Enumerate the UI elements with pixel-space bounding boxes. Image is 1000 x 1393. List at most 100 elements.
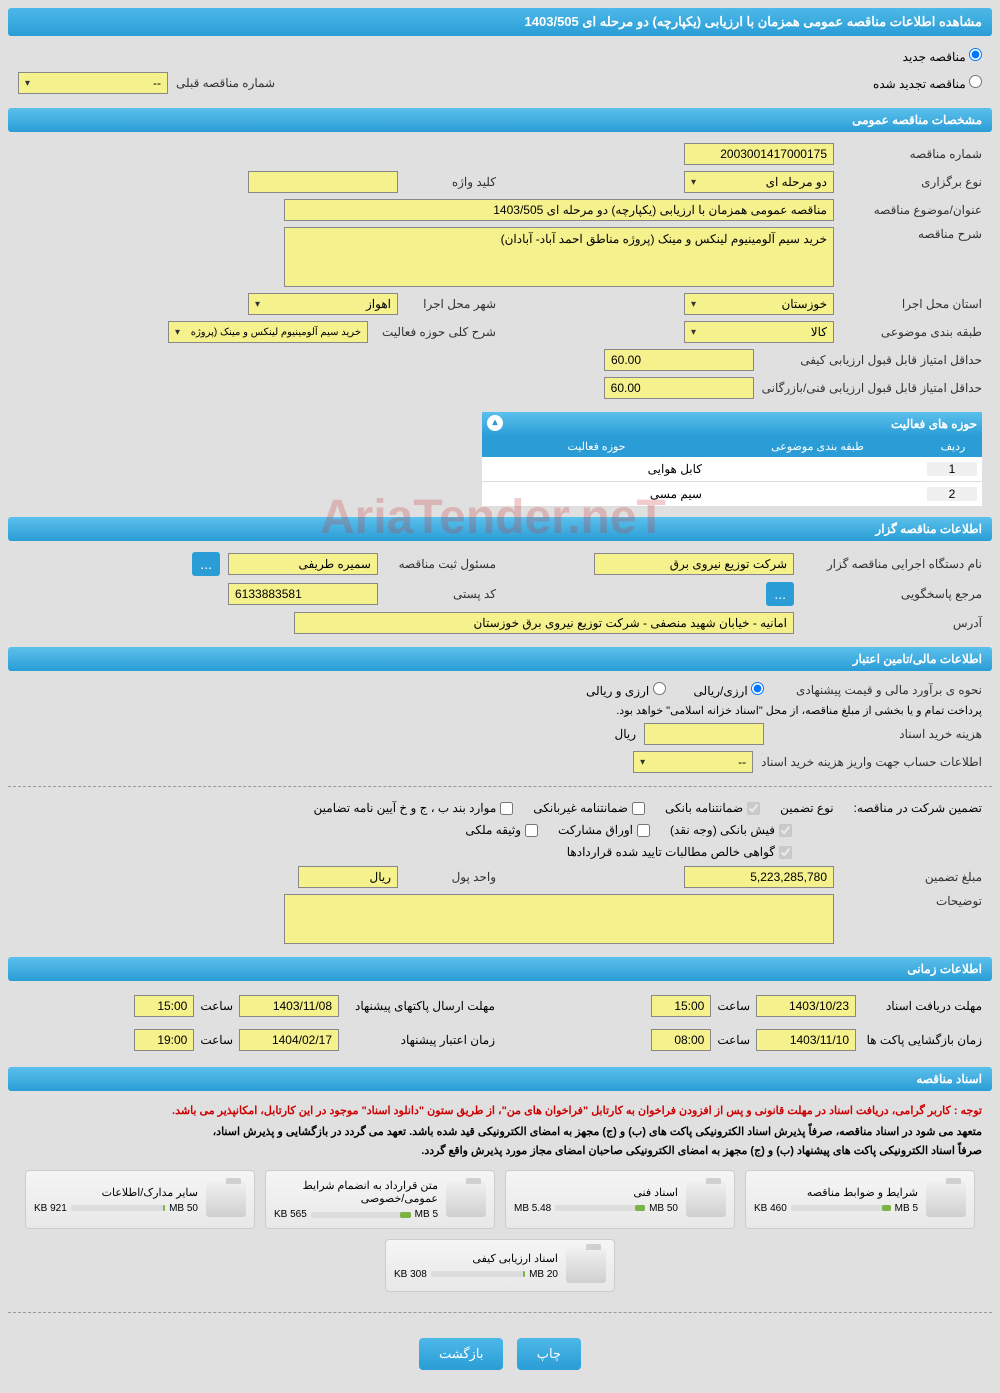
print-button[interactable]: چاپ (517, 1338, 581, 1370)
open-time-field: 08:00 (651, 1029, 711, 1051)
chk-bank-guarantee[interactable]: ضمانتنامه بانکی (665, 801, 760, 815)
receive-time-field: 15:00 (651, 995, 711, 1017)
more-button[interactable]: ... (192, 552, 220, 576)
send-deadline-label: مهلت ارسال پاکتهای پیشنهاد (345, 999, 495, 1013)
doc-max: 50 MB (169, 1203, 198, 1214)
chk-regulation[interactable]: موارد بند ب ، ج و خ آیین نامه تضامین (314, 801, 514, 815)
time-label: ساعت (200, 999, 233, 1013)
province-label: استان محل اجرا (842, 297, 982, 311)
subject-field: مناقصه عمومی همزمان با ارزیابی (یکپارچه)… (284, 199, 834, 221)
unit-label: واحد پول (406, 870, 496, 884)
doc-card[interactable]: متن قرارداد به انضمام شرایط عمومی/خصوصی … (265, 1170, 495, 1229)
amount-field: 5,223,285,780 (684, 866, 834, 888)
activity-desc-select[interactable]: خرید سیم آلومینیوم لینکس و مینک (پروژه▾ (168, 321, 368, 343)
prev-number-select[interactable]: --▾ (18, 72, 168, 94)
address-field: امانیه - خیابان شهید منصفی - شرکت توزیع … (294, 612, 794, 634)
radio-rial[interactable]: ارزی/ریالی (694, 682, 764, 698)
note-2: متعهد می شود در اسناد مناقصه، صرفاً پذیر… (8, 1122, 992, 1141)
activity-desc-label: شرح کلی حوزه فعالیت (376, 325, 496, 339)
doc-card[interactable]: سایر مدارک/اطلاعات 50 MB 921 KB (25, 1170, 255, 1229)
open-label: زمان بازگشایی پاکت ها (862, 1033, 982, 1047)
notes-label: توضیحات (842, 894, 982, 908)
guarantee-type-label: نوع تضمین (780, 801, 833, 815)
category-select[interactable]: کالا▾ (684, 321, 834, 343)
chevron-down-icon: ▾ (691, 327, 696, 338)
account-label: اطلاعات حساب جهت واریز هزینه خرید اسناد (761, 755, 982, 769)
time-label: ساعت (717, 1033, 750, 1047)
folder-icon (206, 1182, 246, 1217)
response-ref-label: مرجع پاسخگویی (802, 587, 982, 601)
amount-label: مبلغ تضمین (842, 870, 982, 884)
validity-label: زمان اعتبار پیشنهاد (345, 1033, 495, 1047)
doc-card[interactable]: اسناد فنی 50 MB 5.48 MB (505, 1170, 735, 1229)
radio-new-tender[interactable]: مناقصه جدید (903, 50, 982, 64)
radio-renewed-tender[interactable]: مناقصه تجدید شده (873, 75, 982, 91)
doc-max: 20 MB (529, 1269, 558, 1280)
time-label: ساعت (717, 999, 750, 1013)
col-cat-header: طبقه بندی موضوعی (707, 440, 928, 453)
city-select[interactable]: اهواز▾ (248, 293, 398, 315)
note-1: توجه : کاربر گرامی، دریافت اسناد در مهلت… (8, 1099, 992, 1122)
doc-cost-field[interactable] (644, 723, 764, 745)
section-general: مشخصات مناقصه عمومی (8, 108, 992, 132)
section-documents: اسناد مناقصه (8, 1067, 992, 1091)
doc-size: 921 KB (34, 1203, 67, 1214)
chk-nonbank-guarantee[interactable]: ضمانتنامه غیربانکی (533, 801, 645, 815)
responsible-field: سمیره طریفی (228, 553, 378, 575)
divider (8, 1312, 992, 1313)
min-quality-field: 60.00 (604, 349, 754, 371)
keyword-label: کلید واژه (406, 175, 496, 189)
org-name-label: نام دستگاه اجرایی مناقصه گزار (802, 557, 982, 571)
back-button[interactable]: بازگشت (419, 1338, 503, 1370)
postal-field: 6133883581 (228, 583, 378, 605)
chevron-down-icon: ▾ (691, 299, 696, 310)
city-label: شهر محل اجرا (406, 297, 496, 311)
divider (8, 786, 992, 787)
min-tech-field: 60.00 (604, 377, 754, 399)
chevron-down-icon: ▾ (255, 299, 260, 310)
account-select[interactable]: --▾ (633, 751, 753, 773)
open-date-field: 1403/11/10 (756, 1029, 856, 1051)
send-date-field: 1403/11/08 (239, 995, 339, 1017)
doc-max: 50 MB (649, 1203, 678, 1214)
folder-icon (446, 1182, 486, 1217)
progress-bar (311, 1212, 411, 1218)
doc-cost-label: هزینه خرید اسناد (772, 727, 982, 741)
radio-both[interactable]: ارزی و ریالی (586, 682, 666, 698)
holding-type-label: نوع برگزاری (842, 175, 982, 189)
collapse-icon[interactable]: ▴ (487, 415, 503, 431)
section-financial: اطلاعات مالی/تامین اعتبار (8, 647, 992, 671)
min-quality-label: حداقل امتیاز قابل قبول ارزیابی کیفی (762, 353, 982, 367)
doc-card[interactable]: شرایط و ضوابط مناقصه 5 MB 460 KB (745, 1170, 975, 1229)
chk-bank-receipt[interactable]: فیش بانکی (وجه نقد) (670, 823, 792, 837)
doc-cost-unit: ریال (614, 727, 636, 741)
responsible-label: مسئول ثبت مناقصه (386, 557, 496, 571)
org-name-field: شرکت توزیع نیروی برق (594, 553, 794, 575)
progress-bar (431, 1271, 525, 1277)
holding-type-select[interactable]: دو مرحله ای▾ (684, 171, 834, 193)
doc-title: اسناد ارزیابی کیفی (394, 1252, 558, 1265)
postal-label: کد پستی (386, 587, 496, 601)
doc-card[interactable]: اسناد ارزیابی کیفی 20 MB 308 KB (385, 1239, 615, 1292)
chevron-down-icon: ▾ (25, 78, 30, 89)
doc-title: اسناد فنی (514, 1186, 678, 1199)
unit-field: ریال (298, 866, 398, 888)
response-ref-button[interactable]: ... (766, 582, 794, 606)
chk-property[interactable]: وثیقه ملکی (465, 823, 538, 837)
section-organizer: اطلاعات مناقصه گزار (8, 517, 992, 541)
doc-max: 5 MB (895, 1203, 918, 1214)
subject-label: عنوان/موضوع مناقصه (842, 203, 982, 217)
category-label: طبقه بندی موضوعی (842, 325, 982, 339)
validity-date-field: 1404/02/17 (239, 1029, 339, 1051)
desc-label: شرح مناقصه (842, 227, 982, 241)
receive-deadline-label: مهلت دریافت اسناد (862, 999, 982, 1013)
province-select[interactable]: خوزستان▾ (684, 293, 834, 315)
address-label: آدرس (802, 616, 982, 630)
chk-bonds[interactable]: اوراق مشارکت (558, 823, 650, 837)
keyword-field[interactable] (248, 171, 398, 193)
chk-receivables[interactable]: گواهی خالص مطالبات تایید شده قراردادها (567, 845, 792, 859)
doc-title: متن قرارداد به انضمام شرایط عمومی/خصوصی (274, 1179, 438, 1205)
col-idx-header: ردیف (928, 440, 978, 453)
notes-field[interactable] (284, 894, 834, 944)
number-label: شماره مناقصه (842, 147, 982, 161)
